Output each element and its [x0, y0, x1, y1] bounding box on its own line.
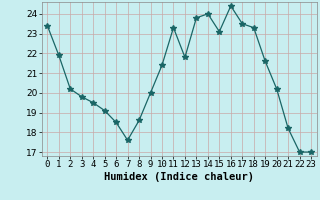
X-axis label: Humidex (Indice chaleur): Humidex (Indice chaleur) — [104, 172, 254, 182]
